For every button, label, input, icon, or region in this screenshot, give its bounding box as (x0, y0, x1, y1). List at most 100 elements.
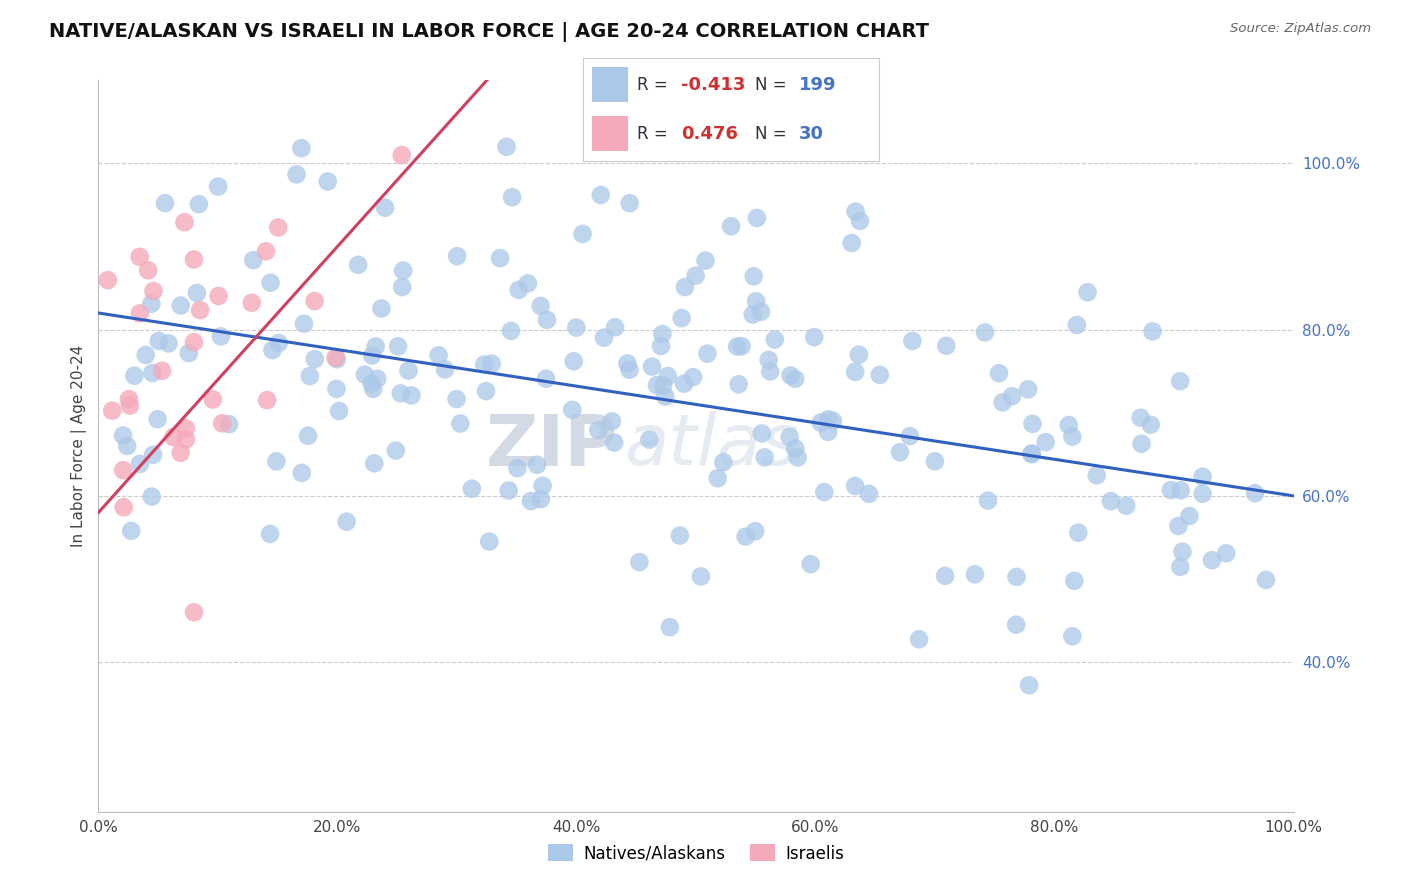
Point (1130, 436, 1153, 450)
Point (498, 483, 520, 498)
Point (652, 378, 675, 392)
Point (259, 527, 281, 541)
Point (335, 515, 357, 529)
Point (1057, 417, 1080, 432)
Point (1191, 487, 1213, 501)
Point (304, 351, 326, 366)
Point (120, 524, 142, 538)
Point (810, 416, 832, 430)
Point (682, 370, 704, 384)
Point (1129, 410, 1152, 425)
Point (901, 334, 924, 348)
Point (112, 463, 135, 477)
Point (153, 196, 176, 211)
Point (434, 362, 457, 376)
Point (803, 330, 825, 344)
Point (146, 412, 169, 426)
Point (391, 148, 413, 162)
Point (169, 446, 191, 460)
Point (758, 352, 780, 367)
Point (506, 461, 529, 475)
Point (360, 376, 382, 391)
Point (183, 335, 205, 350)
Point (1178, 508, 1201, 523)
Point (449, 417, 471, 431)
Point (1168, 374, 1191, 388)
Point (779, 368, 801, 383)
Point (1066, 318, 1088, 332)
Point (898, 429, 921, 443)
Point (763, 333, 786, 347)
Point (1115, 499, 1137, 513)
Point (1244, 486, 1267, 500)
Point (316, 174, 339, 188)
Point (889, 445, 911, 459)
Point (935, 339, 957, 353)
Point (673, 280, 696, 294)
Point (963, 567, 986, 582)
Point (1085, 468, 1108, 483)
Point (1005, 617, 1028, 632)
Point (588, 423, 610, 437)
Point (1254, 573, 1277, 587)
Point (141, 490, 163, 504)
Point (174, 433, 197, 447)
Point (561, 402, 583, 417)
Point (285, 168, 308, 182)
Point (531, 479, 554, 493)
Point (183, 605, 205, 619)
Point (858, 487, 880, 501)
Point (785, 372, 807, 386)
Point (141, 297, 163, 311)
Point (974, 326, 997, 340)
Point (536, 313, 558, 327)
Point (751, 426, 773, 441)
Point (849, 214, 872, 228)
Point (489, 251, 512, 265)
Point (841, 235, 863, 250)
Point (267, 220, 290, 235)
Point (711, 455, 734, 469)
Point (562, 354, 585, 368)
Point (1142, 325, 1164, 339)
Point (387, 339, 409, 353)
Point (991, 395, 1014, 409)
Point (657, 369, 679, 384)
Point (211, 417, 233, 431)
Point (481, 357, 503, 371)
Point (157, 336, 180, 351)
Point (616, 356, 638, 370)
Point (730, 339, 752, 353)
Point (240, 295, 263, 310)
Point (347, 258, 370, 272)
Point (759, 364, 782, 378)
Point (654, 390, 676, 404)
Point (1017, 382, 1039, 396)
Point (1191, 469, 1213, 483)
Point (136, 263, 159, 277)
Point (242, 253, 264, 268)
Point (534, 372, 557, 386)
Point (848, 348, 870, 362)
Point (207, 289, 229, 303)
Point (696, 346, 718, 360)
Point (366, 372, 388, 386)
Point (392, 263, 415, 277)
Point (651, 327, 673, 342)
Point (924, 454, 946, 468)
Point (186, 285, 208, 300)
Point (742, 269, 765, 284)
Point (565, 320, 588, 334)
Point (1170, 483, 1192, 498)
Point (128, 306, 150, 320)
Point (1077, 285, 1099, 300)
Point (188, 303, 211, 318)
Point (170, 299, 193, 313)
Point (734, 530, 756, 544)
Point (325, 382, 347, 396)
Point (291, 466, 314, 480)
Point (786, 450, 808, 465)
Point (706, 471, 728, 485)
Point (218, 417, 240, 432)
Point (177, 346, 200, 360)
